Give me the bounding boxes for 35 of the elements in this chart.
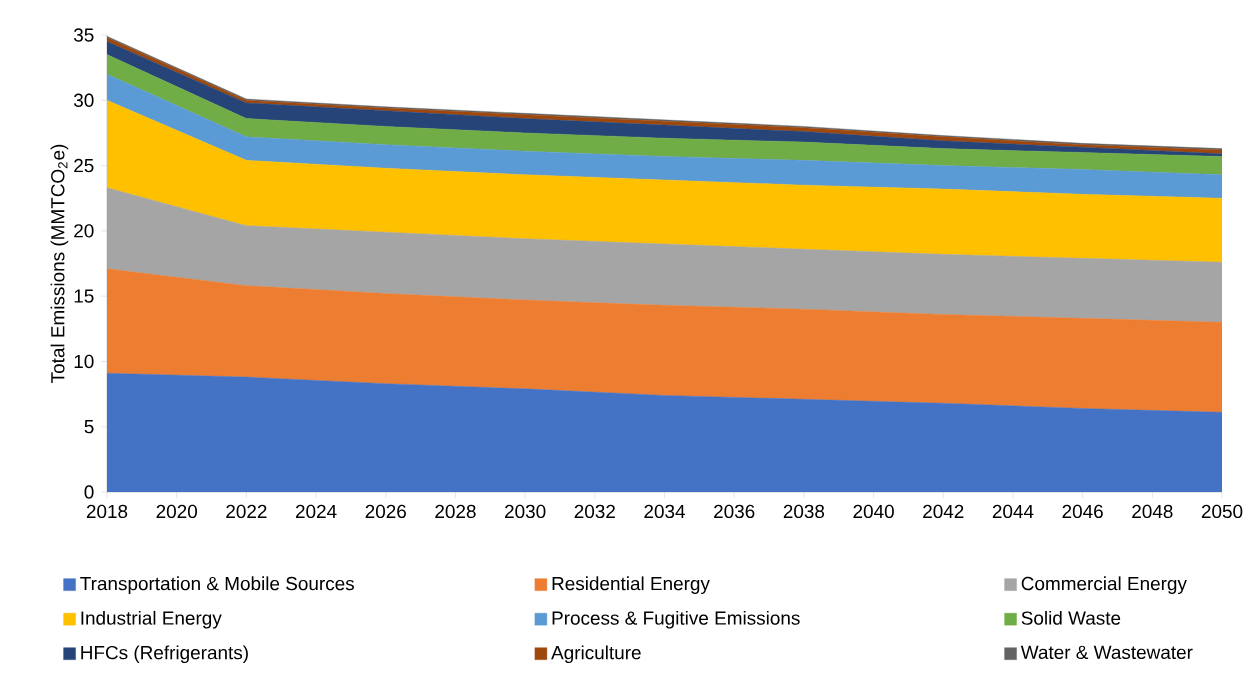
x-tick-label: 2028 xyxy=(435,504,476,519)
legend-label: Commercial Energy xyxy=(1021,576,1187,595)
legend-label: HFCs (Refrigerants) xyxy=(81,645,248,664)
y-axis-title: Total Emissions (MMTCO$_{2}$e) xyxy=(50,144,69,383)
y-tick-label: 20 xyxy=(74,224,94,238)
x-tick-label: 2044 xyxy=(992,504,1034,519)
legend-label: Industrial Energy xyxy=(81,610,222,629)
x-tick-label: 2038 xyxy=(783,504,825,519)
y-tick-label: 30 xyxy=(73,93,94,107)
legend-label: Water & Wastewater xyxy=(1020,645,1193,660)
x-tick-label: 2026 xyxy=(365,504,406,519)
legend-label: Agriculture xyxy=(551,645,641,664)
x-tick-label: 2042 xyxy=(923,504,964,519)
x-tick-label: 2036 xyxy=(714,504,755,519)
x-tick-label: 2032 xyxy=(574,504,615,519)
legend-label: Transportation & Mobile Sources xyxy=(80,576,354,595)
x-tick-label: 2030 xyxy=(505,504,546,519)
legend-label: Process & Fugitive Emissions xyxy=(552,610,800,629)
x-tick-label: 2034 xyxy=(644,504,685,519)
x-tick-label: 2040 xyxy=(853,504,894,519)
y-tick-label: 25 xyxy=(74,158,94,173)
x-tick-label: 2024 xyxy=(295,504,337,519)
y-tick-label: 15 xyxy=(74,289,94,303)
y-tick-label: 5 xyxy=(84,420,94,434)
x-tick-label: 2048 xyxy=(1132,504,1173,519)
legend-label: Solid Waste xyxy=(1021,610,1121,625)
x-tick-label: 2020 xyxy=(156,504,197,519)
x-tick-label: 2050 xyxy=(1201,504,1243,519)
legend-label: Residential Energy xyxy=(552,576,710,595)
x-tick-label: 2046 xyxy=(1062,504,1103,519)
x-tick-label: 2018 xyxy=(86,504,128,519)
x-tick-label: 2022 xyxy=(226,504,267,519)
y-tick-label: 0 xyxy=(84,485,94,499)
y-tick-label: 10 xyxy=(74,354,94,369)
y-tick-label: 35 xyxy=(73,28,94,42)
